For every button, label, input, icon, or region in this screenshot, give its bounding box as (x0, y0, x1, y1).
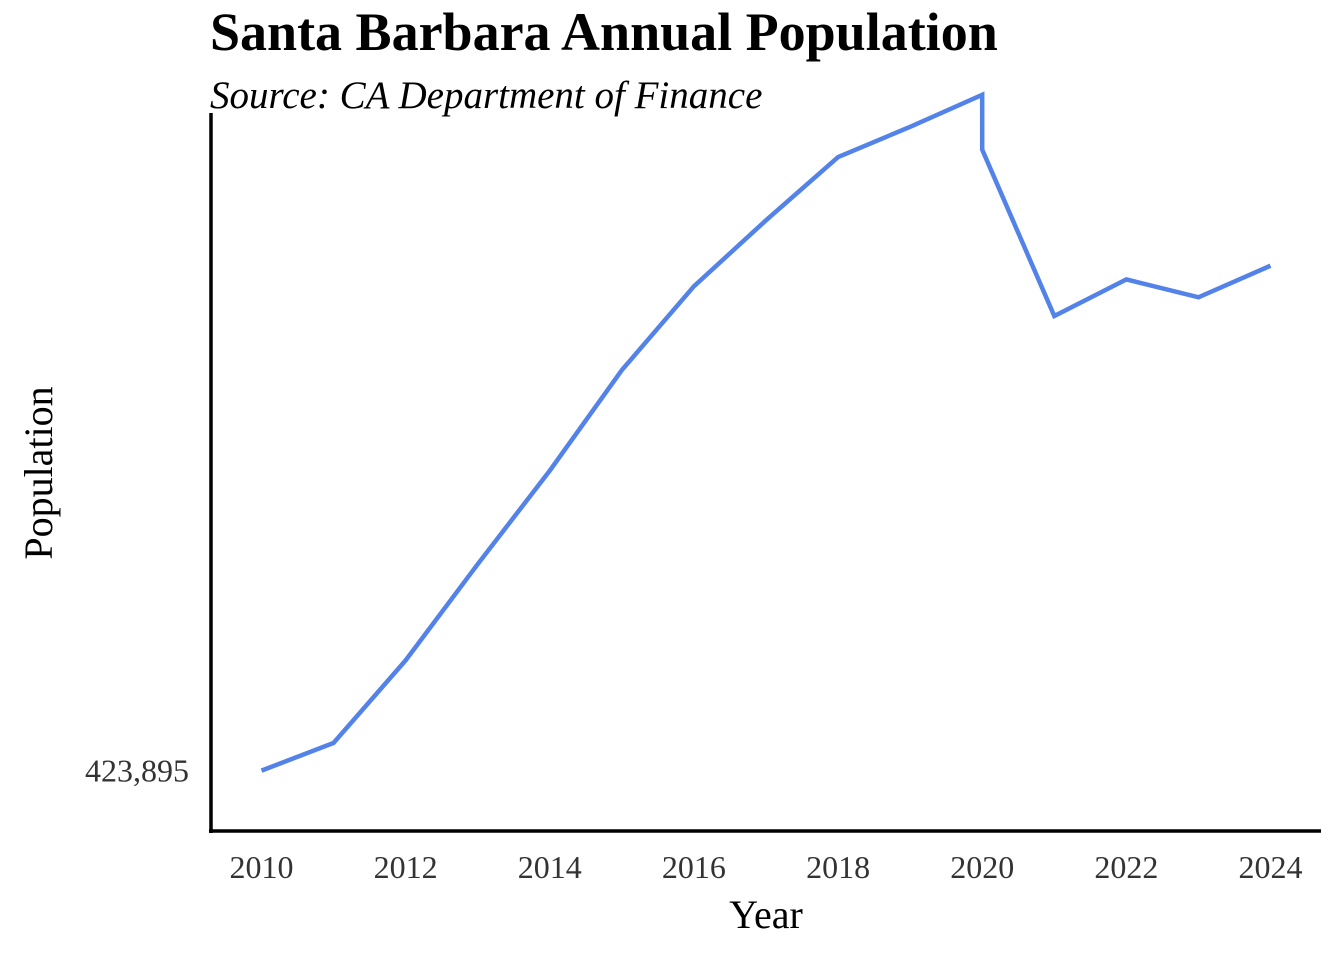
y-axis-ticks: 423,895 (85, 753, 189, 789)
x-tick-label: 2010 (230, 849, 294, 885)
x-axis-ticks: 2010 2012 2014 2016 2018 2020 2022 2024 (230, 849, 1303, 885)
y-axis-title: Population (16, 386, 61, 559)
x-tick-label: 2014 (518, 849, 582, 885)
x-tick-label: 2022 (1094, 849, 1158, 885)
x-tick-label: 2020 (950, 849, 1014, 885)
chart-title: Santa Barbara Annual Population (210, 2, 998, 62)
x-tick-label: 2016 (662, 849, 726, 885)
series-line-0 (260, 91, 1272, 773)
x-tick-label: 2024 (1239, 849, 1303, 885)
x-tick-label: 2018 (806, 849, 870, 885)
x-tick-label: 2012 (374, 849, 438, 885)
chart-subtitle: Source: CA Department of Finance (210, 74, 762, 117)
plot-area (260, 91, 1272, 773)
x-axis-title: Year (729, 892, 803, 937)
y-tick-label: 423,895 (85, 753, 189, 789)
